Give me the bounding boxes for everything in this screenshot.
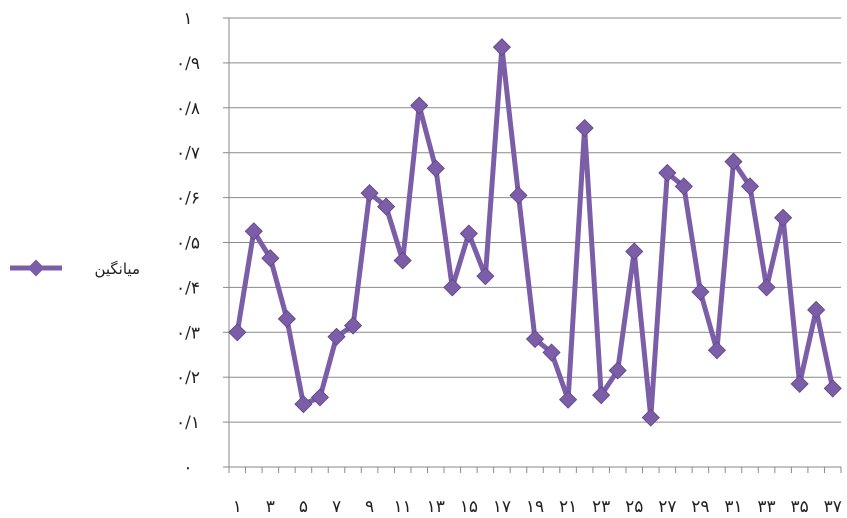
- data-point: [327, 327, 346, 346]
- data-point: [625, 242, 644, 261]
- x-tick-label: ۱۳: [427, 497, 445, 517]
- y-tick-label: ۰/۷: [176, 144, 200, 164]
- data-point: [774, 208, 793, 227]
- legend-label: میانگین: [94, 260, 140, 278]
- data-point: [807, 300, 826, 319]
- x-tick-label: ۲۳: [592, 497, 610, 517]
- data-point: [658, 163, 677, 182]
- x-tick-label: ۲۷: [658, 497, 676, 517]
- data-point: [724, 152, 743, 171]
- x-tick-label: ۲۹: [691, 497, 709, 517]
- y-tick-label: ۰/۴: [176, 278, 200, 298]
- x-tick-label: ۳۳: [757, 497, 775, 517]
- x-tick-label: ۱۱: [394, 497, 412, 517]
- x-tick-label: ۱۵: [460, 497, 478, 517]
- data-point: [261, 249, 280, 268]
- data-point: [377, 197, 396, 216]
- series-layer: [228, 38, 842, 427]
- data-point: [509, 186, 528, 205]
- y-tick-label: ۰/۲: [176, 368, 200, 388]
- data-point: [823, 379, 842, 398]
- data-point: [294, 395, 313, 414]
- data-point: [757, 278, 776, 297]
- x-tick-labels: ۱ ۳ ۵ ۷ ۹ ۱۱ ۱۳ ۱۵ ۱۷ ۱۹ ۲۱ ۲۳ ۲۵ ۲۷ ۲۹ ۳۱ ۳۳ ۳۵ ۳۷: [233, 497, 842, 517]
- x-tick-label: ۵: [299, 497, 308, 517]
- y-tick-label: ۰: [183, 458, 192, 478]
- data-point: [790, 374, 809, 394]
- data-point: [707, 341, 727, 360]
- series-line: [234, 44, 836, 421]
- y-tick-label: ۰/۹: [176, 54, 200, 74]
- data-point: [393, 251, 412, 270]
- data-point: [542, 343, 561, 362]
- y-tick-label: ۰/۶: [176, 189, 200, 209]
- y-tick-label: ۰/۵: [176, 234, 200, 254]
- data-point: [740, 177, 760, 196]
- y-tick-label: ۰/۳: [176, 323, 200, 343]
- data-point: [575, 118, 594, 138]
- x-tick-label: ۹: [365, 497, 374, 517]
- x-tick-label: ۳۷: [824, 497, 842, 517]
- x-tick-label: ۳: [266, 497, 275, 517]
- x-tick-label: ۱: [233, 497, 242, 517]
- axes: [223, 17, 842, 473]
- data-point: [459, 224, 478, 243]
- x-tick-label: ۲۱: [559, 497, 577, 517]
- y-tick-label: ۱: [183, 9, 192, 29]
- data-point: [410, 96, 429, 115]
- x-tick-label: ۱۷: [493, 497, 511, 517]
- legend-marker: [27, 259, 45, 277]
- data-point: [691, 282, 710, 301]
- data-point: [476, 267, 495, 286]
- data-point: [228, 323, 247, 342]
- data-point: [343, 316, 363, 335]
- data-point: [492, 38, 511, 57]
- data-point: [426, 159, 445, 178]
- y-tick-label: ۰/۸: [176, 99, 200, 119]
- data-point: [360, 184, 379, 203]
- data-point: [277, 309, 296, 328]
- data-point: [443, 278, 462, 297]
- y-tick-label: ۰/۱: [176, 413, 200, 433]
- x-tick-label: ۳۵: [791, 497, 809, 517]
- data-point: [559, 390, 578, 409]
- x-tick-label: ۲۵: [625, 497, 643, 517]
- data-point: [244, 222, 263, 241]
- y-tick-labels: ۰ ۰/۱ ۰/۲ ۰/۳ ۰/۴ ۰/۵ ۰/۶ ۰/۷ ۰/۸ ۰/۹ ۱: [176, 9, 200, 478]
- x-tick-label: ۷: [332, 497, 341, 517]
- data-point: [310, 388, 330, 407]
- data-point: [674, 177, 693, 196]
- grid: [229, 17, 841, 423]
- data-point: [608, 361, 627, 380]
- legend: میانگین: [10, 259, 140, 278]
- data-point: [525, 329, 545, 349]
- x-tick-label: ۱۹: [526, 497, 544, 517]
- data-point: [641, 408, 660, 427]
- data-point: [592, 386, 611, 405]
- x-tick-label: ۳۱: [724, 497, 742, 517]
